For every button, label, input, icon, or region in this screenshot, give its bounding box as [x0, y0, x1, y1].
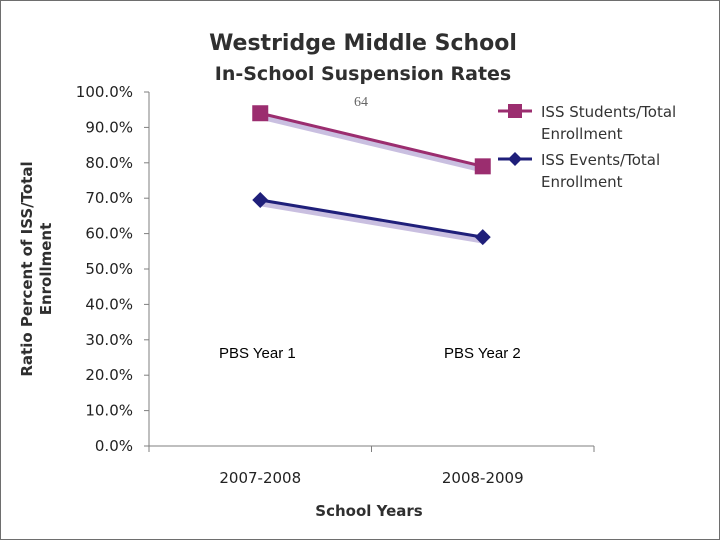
legend-diamond-icon	[508, 152, 522, 166]
y-tick-label: 90.0%	[85, 118, 133, 136]
y-tick-label: 30.0%	[85, 331, 133, 349]
annotation-pbs-year-1: PBS Year 1	[219, 345, 296, 362]
y-tick-label: 10.0%	[85, 402, 133, 420]
y-tick-label: 50.0%	[85, 260, 133, 278]
chart-title: Westridge Middle School	[209, 31, 517, 56]
y-tick-label: 100.0%	[76, 83, 133, 101]
x-axis: 2007-2008 2008-2009	[148, 445, 595, 487]
legend: ISS Students/Total Enrollment ISS Events…	[498, 103, 676, 191]
x-tick-label: 2007-2008	[219, 469, 301, 487]
series-line-iss-students	[259, 111, 484, 168]
y-axis-title-line-1: Ratio Percent of ISS/Total	[18, 161, 36, 376]
legend-label-iss-events-line-2: Enrollment	[541, 173, 623, 191]
y-axis: 0.0% 10.0% 20.0% 30.0% 40.0% 50.0% 60.0% 70.0% 8…	[76, 83, 150, 455]
legend-square-icon	[508, 104, 522, 118]
series-line-iss-events	[260, 198, 483, 239]
series-line-shadow-iss-students	[258, 114, 487, 173]
data-point-iss-students	[252, 105, 269, 122]
chart-subtitle: In-School Suspension Rates	[215, 63, 511, 85]
legend-label-iss-students-line-2: Enrollment	[541, 125, 623, 143]
y-axis-title: Ratio Percent of ISS/Total Enrollment	[18, 161, 55, 376]
y-tick-label: 40.0%	[85, 295, 133, 313]
data-point-iss-events	[252, 191, 269, 208]
annotation-pbs-year-2: PBS Year 2	[444, 345, 521, 362]
y-tick-label: 60.0%	[85, 225, 133, 243]
legend-entry-iss-events: ISS Events/Total Enrollment	[498, 151, 660, 191]
data-point-iss-events	[474, 229, 491, 246]
legend-label-iss-events-line-1: ISS Events/Total	[541, 151, 660, 169]
y-axis-title-line-2: Enrollment	[37, 223, 55, 316]
legend-entry-iss-students: ISS Students/Total Enrollment	[498, 103, 676, 143]
y-tick-label: 80.0%	[85, 154, 133, 172]
series-layer	[252, 105, 491, 246]
page-number: 64	[354, 95, 368, 110]
y-tick-label: 0.0%	[95, 437, 133, 455]
y-tick-label: 20.0%	[85, 366, 133, 384]
y-tick-label: 70.0%	[85, 189, 133, 207]
legend-label-iss-students-line-1: ISS Students/Total	[541, 103, 676, 121]
data-point-iss-students	[474, 158, 491, 175]
series-line-shadow-iss-events	[258, 201, 487, 244]
x-tick-label: 2008-2009	[442, 469, 524, 487]
x-axis-title: School Years	[315, 502, 423, 520]
